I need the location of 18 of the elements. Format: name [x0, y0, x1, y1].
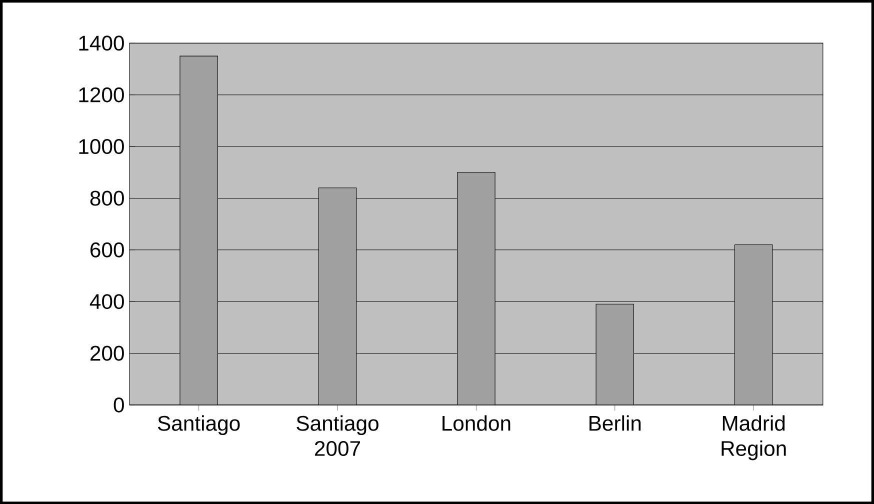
y-tick-label: 400 [90, 294, 124, 309]
bar [457, 172, 496, 405]
bar [734, 244, 773, 405]
x-tick-label: Berlin [590, 415, 641, 431]
bar [180, 56, 218, 405]
y-tick-label: 0 [114, 397, 124, 412]
bar [596, 304, 634, 405]
x-tick-label: Madrid Region [722, 415, 786, 460]
y-tick-label: 800 [90, 190, 124, 206]
y-tick-label: 600 [90, 242, 124, 258]
y-tick-label: 1200 [79, 87, 124, 102]
y-tick-label: 1400 [79, 36, 124, 51]
y-tick-label: 200 [90, 346, 124, 361]
x-tick-label: Santiago 2007 [296, 415, 378, 456]
x-tick-label: London [442, 415, 510, 431]
bar [318, 187, 357, 405]
x-tick-label: Santiago [158, 415, 240, 435]
y-tick-label: 1000 [79, 138, 124, 154]
